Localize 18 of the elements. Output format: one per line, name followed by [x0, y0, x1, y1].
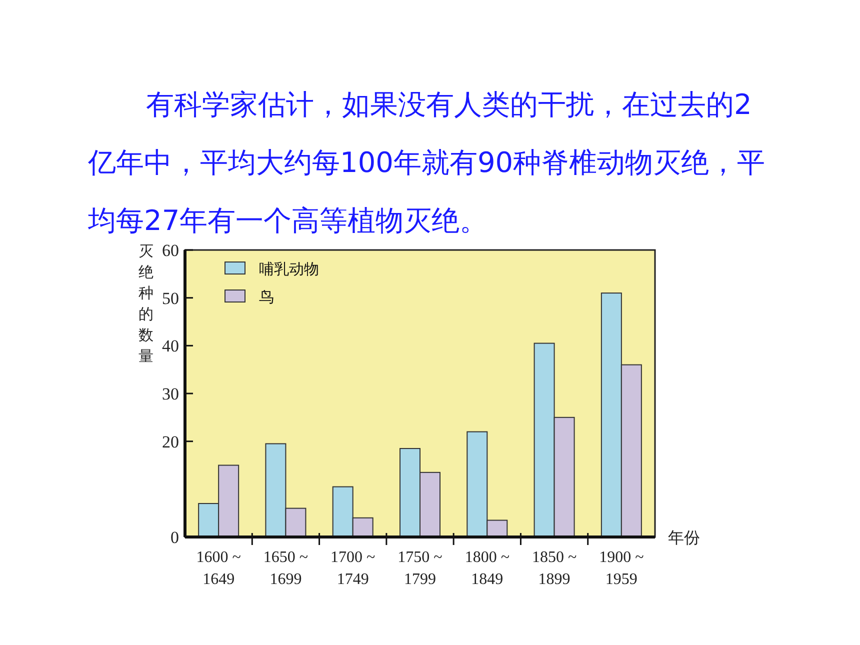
y-tick-label: 40: [162, 336, 179, 356]
x-tick-label: 1600 ~ 1649: [196, 549, 242, 588]
legend-label: 哺乳动物: [259, 260, 319, 278]
x-axis-title: 年份: [668, 528, 700, 547]
y-tick-label: 30: [162, 384, 179, 404]
x-tick-label: 1750 ~ 1799: [398, 549, 443, 588]
x-tick-label: 1900 ~ 1959: [599, 549, 644, 588]
y-axis-title: 灭绝种的数量: [138, 242, 154, 365]
x-tick-label: 1850 ~ 1899: [532, 549, 577, 588]
y-tick-label: 60: [162, 241, 179, 260]
legend-label: 鸟: [259, 288, 274, 306]
y-tick-label: 50: [162, 288, 179, 308]
x-tick-label: 1650 ~ 1699: [263, 549, 308, 588]
x-tick-label: 1700 ~ 1749: [330, 549, 376, 588]
y-tick-label: 0: [170, 528, 179, 547]
chart-title: 有科学家估计，如果没有人类的干扰，在过去的2亿年中，平均大约每100年就有90种脊椎动物灭绝，平均每27年有一个高等植物灭绝。: [88, 88, 766, 237]
x-tick-label: 1800 ~ 1849: [464, 549, 510, 588]
y-tick-label: 20: [162, 432, 179, 452]
